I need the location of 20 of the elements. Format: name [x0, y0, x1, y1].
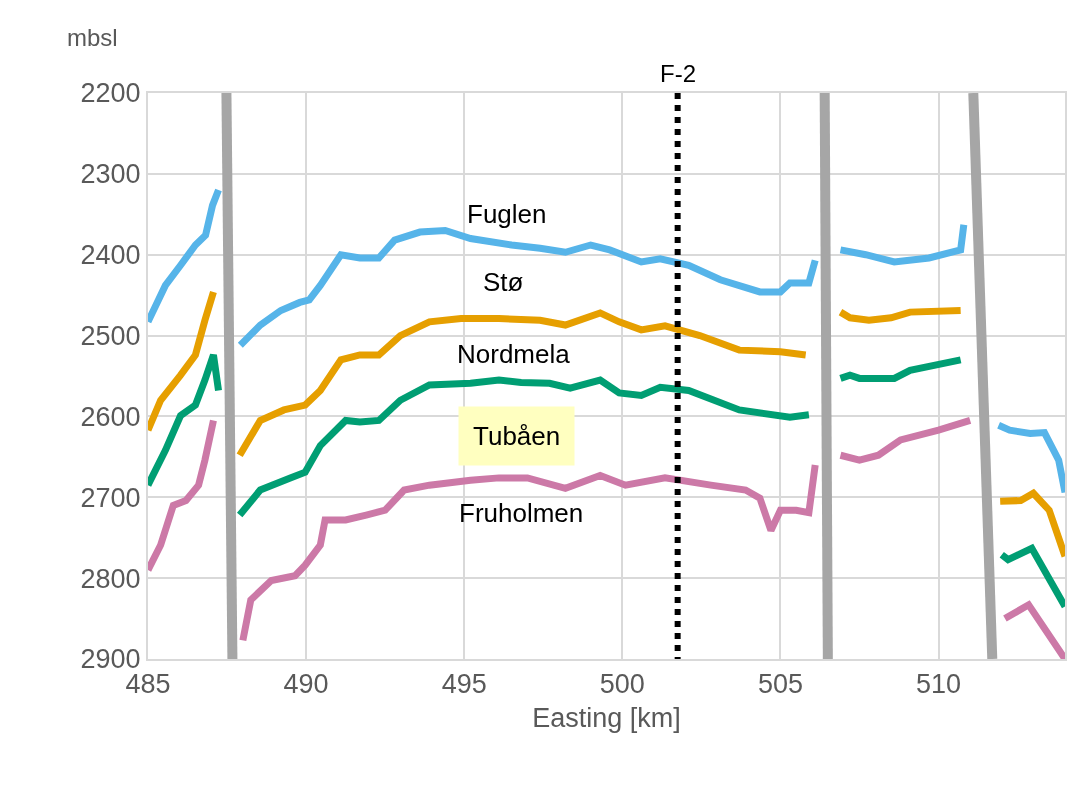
y-tick-label: 2700	[80, 482, 141, 513]
annotation: Nordmela	[457, 339, 571, 369]
y-tick-label: 2600	[80, 401, 141, 432]
x-tick-label: 505	[757, 669, 803, 700]
x-axis-title: Easting [km]	[532, 703, 681, 734]
y-tick-label: 2300	[80, 159, 141, 190]
x-tick-label: 500	[599, 669, 645, 700]
annotation: Tubåen	[473, 421, 561, 451]
y-tick-label: 2400	[80, 240, 141, 271]
annotation: Fruholmen	[459, 498, 584, 528]
x-tick-label: 490	[283, 669, 329, 700]
y-tick-label: 2200	[80, 78, 141, 109]
y-axis-title: mbsl	[67, 24, 118, 51]
annotation: Fuglen	[467, 199, 547, 229]
x-tick-label: 510	[915, 669, 962, 700]
ref-line-label: F-2	[660, 60, 696, 87]
x-tick-label: 495	[441, 669, 487, 700]
annotation: Stø	[483, 267, 524, 297]
y-tick-label: 2500	[80, 321, 141, 352]
y-tick-label: 2800	[80, 563, 141, 594]
